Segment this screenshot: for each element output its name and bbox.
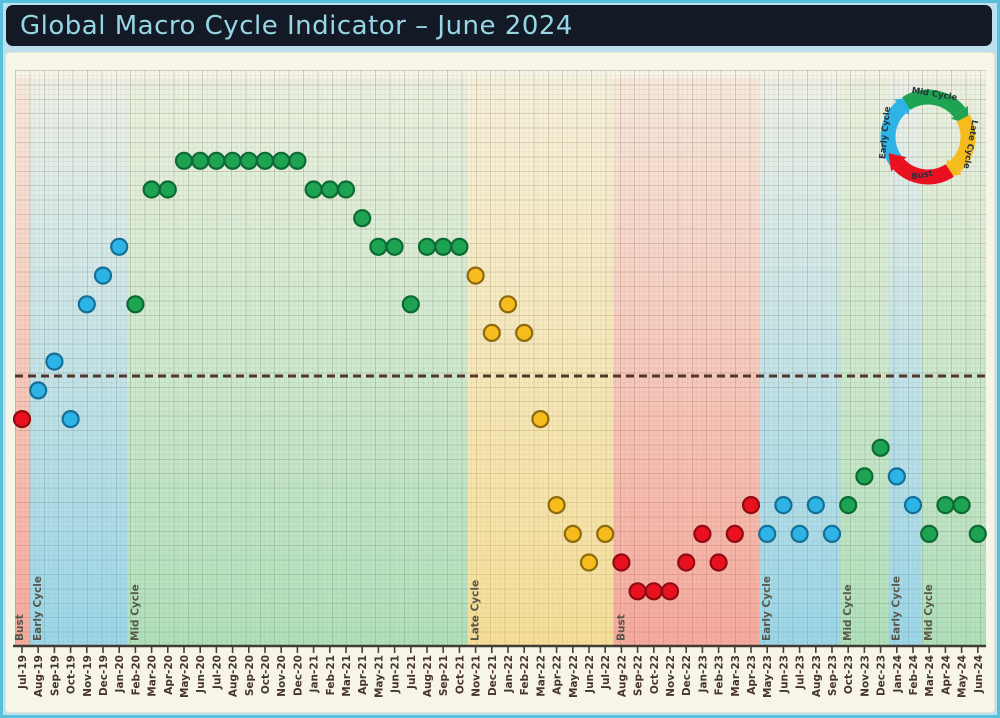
page-title: Global Macro Cycle Indicator – June 2024 xyxy=(20,10,573,41)
title-bar: Global Macro Cycle Indicator – June 2024 xyxy=(6,5,992,46)
graph-paper-grid xyxy=(15,70,986,646)
